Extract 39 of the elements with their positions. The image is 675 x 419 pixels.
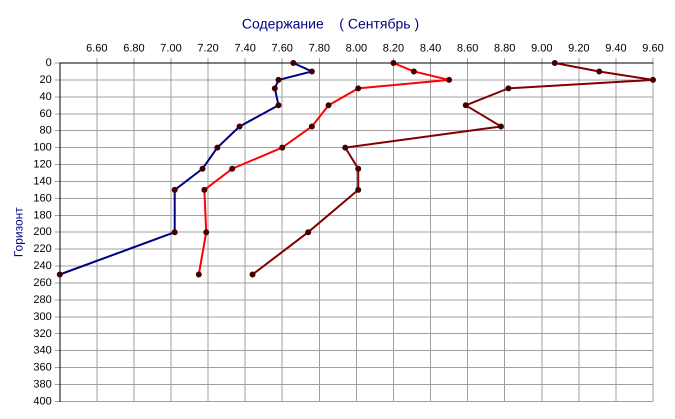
x-tick-label: 8.00: [346, 42, 368, 54]
y-tick-label: 180: [33, 209, 52, 222]
y-tick-label: 160: [33, 192, 52, 204]
y-tick-label: 360: [33, 362, 52, 374]
y-tick-label: 0: [46, 57, 52, 70]
x-tick-label: 8.80: [494, 42, 516, 54]
y-tick-label: 120: [33, 158, 52, 171]
y-tick-label: 240: [33, 260, 52, 272]
x-tick-label: 9.60: [642, 42, 664, 54]
y-tick-label: 300: [33, 310, 52, 323]
y-tick-label: 380: [33, 378, 52, 391]
x-tick-label: 9.00: [531, 42, 552, 54]
x-tick-label: 7.00: [160, 42, 182, 54]
x-tick-label: 8.40: [420, 42, 442, 54]
y-tick-label: 260: [33, 276, 52, 289]
y-axis-title: Горизонт: [12, 206, 26, 258]
x-tick-label: 9.20: [568, 42, 590, 54]
y-tick-label: 220: [33, 243, 52, 256]
y-tick-label: 320: [33, 328, 52, 340]
x-tick-label: 7.80: [308, 42, 330, 54]
y-tick-label: 340: [33, 344, 52, 357]
x-tick-label: 9.40: [605, 42, 627, 54]
x-tick-label: 7.40: [234, 42, 256, 54]
x-tick-label: 8.60: [456, 42, 478, 54]
x-tick-label: 6.80: [123, 42, 145, 54]
x-tick-label: 7.60: [272, 42, 293, 54]
x-tick-label: 6.60: [86, 42, 108, 54]
x-tick-label: 7.20: [197, 42, 219, 54]
y-tick-label: 280: [33, 294, 52, 306]
y-tick-label: 400: [33, 395, 52, 408]
chart-title: Содержание ( Сентябрь ): [242, 15, 420, 32]
y-tick-label: 20: [40, 74, 52, 86]
y-tick-label: 80: [40, 124, 52, 137]
x-tick-label: 8.20: [382, 42, 404, 54]
y-tick-label: 40: [40, 90, 52, 103]
y-tick-label: 140: [33, 175, 52, 188]
y-tick-label: 60: [40, 108, 52, 120]
y-tick-label: 200: [33, 226, 52, 238]
y-tick-label: 100: [33, 142, 52, 154]
